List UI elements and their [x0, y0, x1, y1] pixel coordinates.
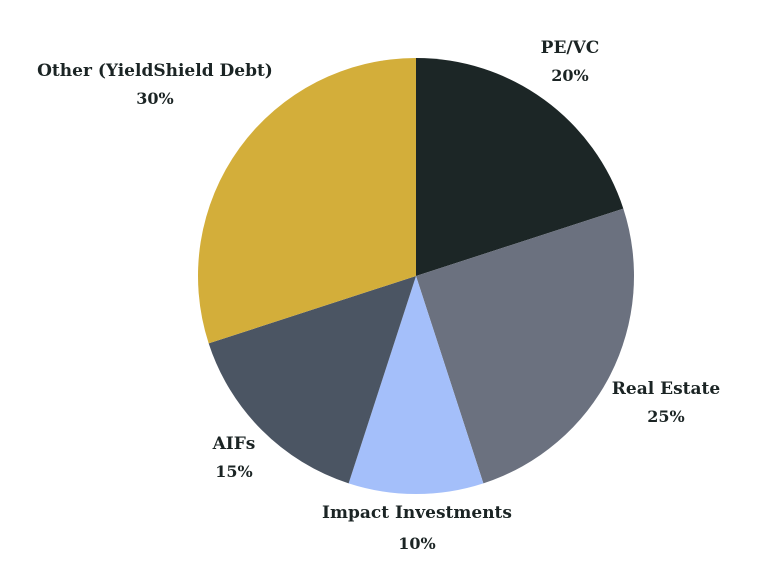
slice-label-other-yieldshield-debt: Other (YieldShield Debt) — [37, 61, 273, 81]
slice-value-other-yieldshield-debt: 30% — [136, 89, 173, 108]
slice-value-impact-investments: 10% — [398, 534, 435, 553]
slice-value-real-estate: 25% — [647, 407, 684, 426]
slice-label-pe-vc: PE/VC — [541, 38, 600, 58]
pie-slice-impact-investments — [348, 276, 484, 495]
slice-label-aifs: AIFs — [212, 434, 256, 454]
pie-labels: PE/VC 20% Real Estate 25% Impact Investments… — [37, 38, 720, 553]
slice-label-real-estate: Real Estate — [612, 379, 721, 399]
slice-value-pe-vc: 20% — [551, 66, 588, 85]
slice-label-impact-investments: Impact Investments — [322, 503, 512, 523]
pie-slice-aifs — [208, 276, 416, 484]
slice-value-aifs: 15% — [215, 462, 252, 481]
pie-slices — [197, 58, 635, 495]
pie-slice-other-yieldshield-debt — [197, 58, 416, 344]
pie-slice-pe-vc — [416, 58, 624, 276]
pie-slice-real-estate — [416, 208, 635, 484]
